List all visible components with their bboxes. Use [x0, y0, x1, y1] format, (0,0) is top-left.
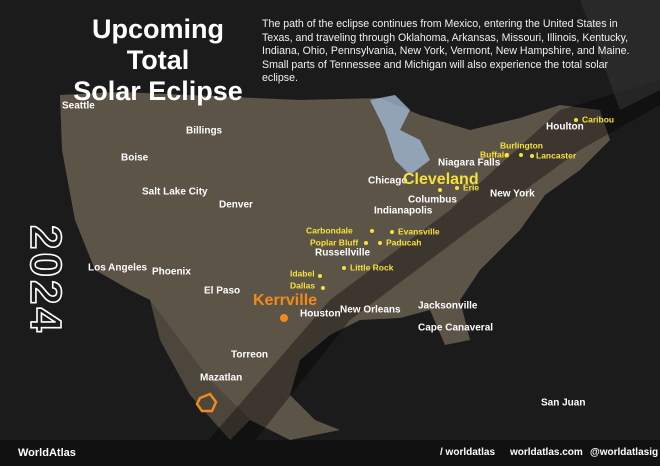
city-label: Boise — [121, 153, 149, 164]
path-city-label: Paducah — [386, 237, 421, 247]
city-label: Niagara Falls — [438, 158, 501, 169]
kerrville-dot — [280, 314, 288, 322]
path-city-star — [505, 153, 509, 157]
shade — [580, 0, 660, 110]
path-city-label: Burlington — [500, 140, 543, 150]
city-label: Columbus — [408, 195, 457, 206]
path-city-label: Evansville — [398, 226, 440, 236]
title: Upcoming Total Solar Eclipse — [58, 14, 258, 107]
path-city-star — [455, 186, 459, 190]
path-city-star — [519, 153, 523, 157]
city-label: Houlton — [546, 122, 584, 133]
site[interactable]: worldatlas.com — [510, 447, 583, 458]
city-label: Mazatlan — [200, 373, 242, 384]
city-label: Jacksonville — [418, 301, 478, 312]
brand: WorldAtlas — [18, 447, 76, 459]
city-label: Torreon — [231, 350, 268, 361]
social[interactable]: / worldatlas — [440, 447, 496, 458]
city-label: Indianapolis — [374, 206, 433, 217]
land — [60, 92, 610, 440]
path-city-star — [390, 230, 394, 234]
path-city-star — [364, 241, 368, 245]
city-label: New Orleans — [340, 305, 401, 316]
path-city-label: Erie — [463, 182, 479, 192]
city-label: Billings — [186, 126, 223, 137]
city-label: Chicago — [368, 176, 407, 187]
path-city-label: Little Rock — [350, 262, 394, 272]
path-city-label: Buffalo — [480, 149, 509, 159]
path-city-star — [370, 229, 374, 233]
path-city-star — [318, 274, 322, 278]
title-line: Solar Eclipse — [73, 76, 243, 106]
city-label: El Paso — [204, 286, 240, 297]
path-city-label: Caribou — [582, 114, 614, 124]
eclipse-marker — [195, 392, 218, 413]
highlight-city: Cleveland — [403, 171, 479, 188]
path-city-label: Lancaster — [536, 150, 577, 160]
city-label: Seattle — [62, 101, 95, 112]
city-label: Salt Lake City — [142, 187, 208, 198]
great-lakes — [370, 95, 430, 175]
land-mexico — [150, 300, 250, 440]
city-label: Cape Canaveral — [418, 323, 493, 334]
eclipse-path — [150, 80, 660, 466]
path-city-label: Idabel — [290, 268, 315, 278]
city-label: San Juan — [541, 398, 585, 409]
path-city-star — [574, 118, 578, 122]
description: The path of the eclipse continues from M… — [262, 18, 630, 84]
city-label: Denver — [219, 200, 253, 211]
path-city-star — [530, 154, 534, 158]
year: 2024 — [20, 224, 71, 335]
highlight-city: Kerrville — [253, 292, 317, 309]
path-city-star — [378, 241, 382, 245]
instagram[interactable]: @worldatlasig — [590, 447, 659, 458]
city-label: New York — [490, 189, 535, 200]
city-label: Los Angeles — [88, 263, 148, 274]
city-label: Phoenix — [152, 267, 191, 278]
path-city-label: Dallas — [290, 280, 315, 290]
path-city-star — [321, 286, 325, 290]
path-city-label: Poplar Bluff — [310, 237, 358, 247]
city-label: Russellville — [315, 248, 370, 259]
city-label: Houston — [300, 309, 341, 320]
footer-bar — [0, 440, 660, 466]
cleveland-dot — [438, 188, 442, 192]
title-line: Upcoming Total — [92, 14, 224, 75]
path-city-star — [342, 266, 346, 270]
path-city-label: Carbondale — [306, 225, 353, 235]
